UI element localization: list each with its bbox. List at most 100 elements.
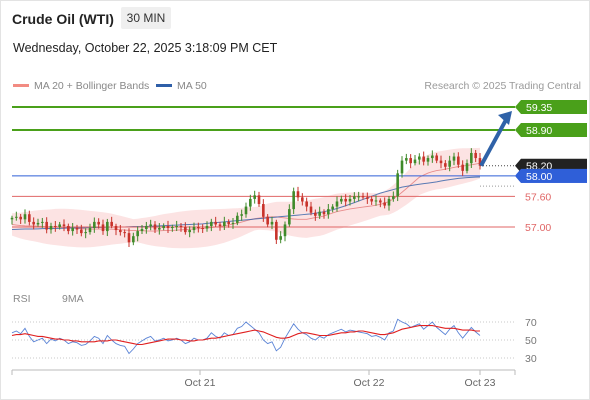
candle-body-37 xyxy=(171,227,174,229)
candle-body-50 xyxy=(227,221,230,224)
level-label-3: 57.60 xyxy=(525,191,551,203)
legend-bollinger: MA 20 + Bollinger Bands xyxy=(13,80,149,92)
instrument-title: Crude Oil (WTI) xyxy=(12,11,114,27)
level-label-4: 57.00 xyxy=(525,222,551,234)
candle-body-79 xyxy=(353,196,356,199)
candle-body-58 xyxy=(262,204,265,217)
candle-body-67 xyxy=(301,197,304,202)
candle-body-40 xyxy=(184,227,187,233)
candle-body-49 xyxy=(223,221,226,226)
candle-body-32 xyxy=(149,224,152,226)
candle-body-74 xyxy=(331,206,334,210)
candle-body-1 xyxy=(15,216,18,218)
candle-body-101 xyxy=(448,160,451,167)
candle-body-90 xyxy=(400,160,404,174)
candle-body-29 xyxy=(136,231,139,237)
candle-body-97 xyxy=(431,155,434,159)
candle-body-23 xyxy=(110,221,113,226)
candle-body-45 xyxy=(205,225,209,229)
legend-9ma-label: 9MA xyxy=(62,293,84,305)
pivot-label: 58.00 xyxy=(526,171,552,183)
rsi-tick-label-1: 50 xyxy=(525,335,537,347)
level-label-1: 58.90 xyxy=(526,125,552,137)
candle-body-93 xyxy=(413,159,417,164)
candle-body-53 xyxy=(240,214,243,216)
candle-body-60 xyxy=(270,221,274,225)
candle-body-81 xyxy=(361,196,365,198)
candle-body-5 xyxy=(32,221,35,225)
candle-body-12 xyxy=(62,224,66,226)
candle-body-51 xyxy=(231,222,235,224)
candle-body-105 xyxy=(465,163,469,171)
x-tick-label-1: Oct 22 xyxy=(354,377,385,389)
candle-body-39 xyxy=(179,225,183,227)
candle-body-69 xyxy=(309,206,313,213)
candle-body-25 xyxy=(119,230,122,233)
candle-body-2 xyxy=(19,216,22,220)
legend-rsi-label: RSI xyxy=(13,293,31,305)
candle-body-86 xyxy=(383,202,386,206)
timeframe-button[interactable]: 30 MIN xyxy=(121,7,171,29)
candle-body-98 xyxy=(435,155,438,161)
x-tick-label-2: Oct 23 xyxy=(465,377,496,389)
candle-body-57 xyxy=(257,195,261,205)
candle-body-43 xyxy=(197,227,200,229)
candle-body-55 xyxy=(249,198,252,207)
pivot-tag xyxy=(515,168,587,183)
candle-body-47 xyxy=(214,221,217,225)
candle-body-48 xyxy=(218,224,222,226)
candle-body-76 xyxy=(340,198,343,202)
candle-body-24 xyxy=(114,225,118,231)
candle-body-21 xyxy=(101,224,105,232)
candle-body-13 xyxy=(67,225,70,232)
candle-body-95 xyxy=(422,156,425,162)
legend-rsi: RSI xyxy=(13,293,31,305)
candle-body-4 xyxy=(28,214,31,222)
candle-body-62 xyxy=(279,236,282,240)
candle-body-56 xyxy=(253,195,256,199)
candle-body-36 xyxy=(166,225,170,229)
candle-body-78 xyxy=(348,198,352,202)
candle-body-8 xyxy=(45,221,48,230)
candle-body-31 xyxy=(145,225,148,230)
rsi-tick-label-2: 30 xyxy=(525,353,537,365)
candle-body-72 xyxy=(322,211,326,215)
level-tag-0 xyxy=(515,100,587,114)
candle-body-84 xyxy=(374,200,378,202)
candle-body-22 xyxy=(106,221,109,232)
candle-body-75 xyxy=(335,201,339,207)
candle-body-106 xyxy=(470,152,473,164)
candle-body-99 xyxy=(439,160,443,164)
rsi-line xyxy=(11,318,481,355)
candle-body-9 xyxy=(49,225,53,230)
candle-body-7 xyxy=(41,221,44,223)
chart-header: Crude Oil (WTI) 30 MIN xyxy=(0,0,590,36)
candle-body-89 xyxy=(396,173,399,197)
candle-body-71 xyxy=(318,211,321,216)
candle-body-77 xyxy=(344,198,347,202)
rsi-ma9-line xyxy=(11,325,480,346)
candle-body-34 xyxy=(158,228,161,230)
candle-body-91 xyxy=(405,158,408,161)
candle-body-14 xyxy=(71,228,74,232)
research-credit: Research © 2025 Trading Central xyxy=(424,80,581,92)
candle-body-100 xyxy=(444,163,447,167)
bollinger-band xyxy=(12,147,480,249)
candle-body-42 xyxy=(192,227,196,231)
candle-body-52 xyxy=(236,215,239,223)
candle-body-66 xyxy=(296,191,300,198)
candle-body-73 xyxy=(327,209,330,215)
rsi-tick-label-0: 70 xyxy=(525,317,537,329)
candle-body-16 xyxy=(80,229,83,234)
candle-body-65 xyxy=(292,191,295,210)
x-tick-label-0: Oct 21 xyxy=(185,377,216,389)
candle-body-88 xyxy=(392,196,395,199)
candle-body-87 xyxy=(387,198,391,206)
legend-9ma: 9MA xyxy=(62,293,84,305)
level-tag-1 xyxy=(515,122,587,137)
candle-body-107 xyxy=(474,152,477,159)
candle-body-82 xyxy=(366,197,369,199)
candle-body-28 xyxy=(132,236,135,243)
bollinger-swatch xyxy=(13,83,29,87)
